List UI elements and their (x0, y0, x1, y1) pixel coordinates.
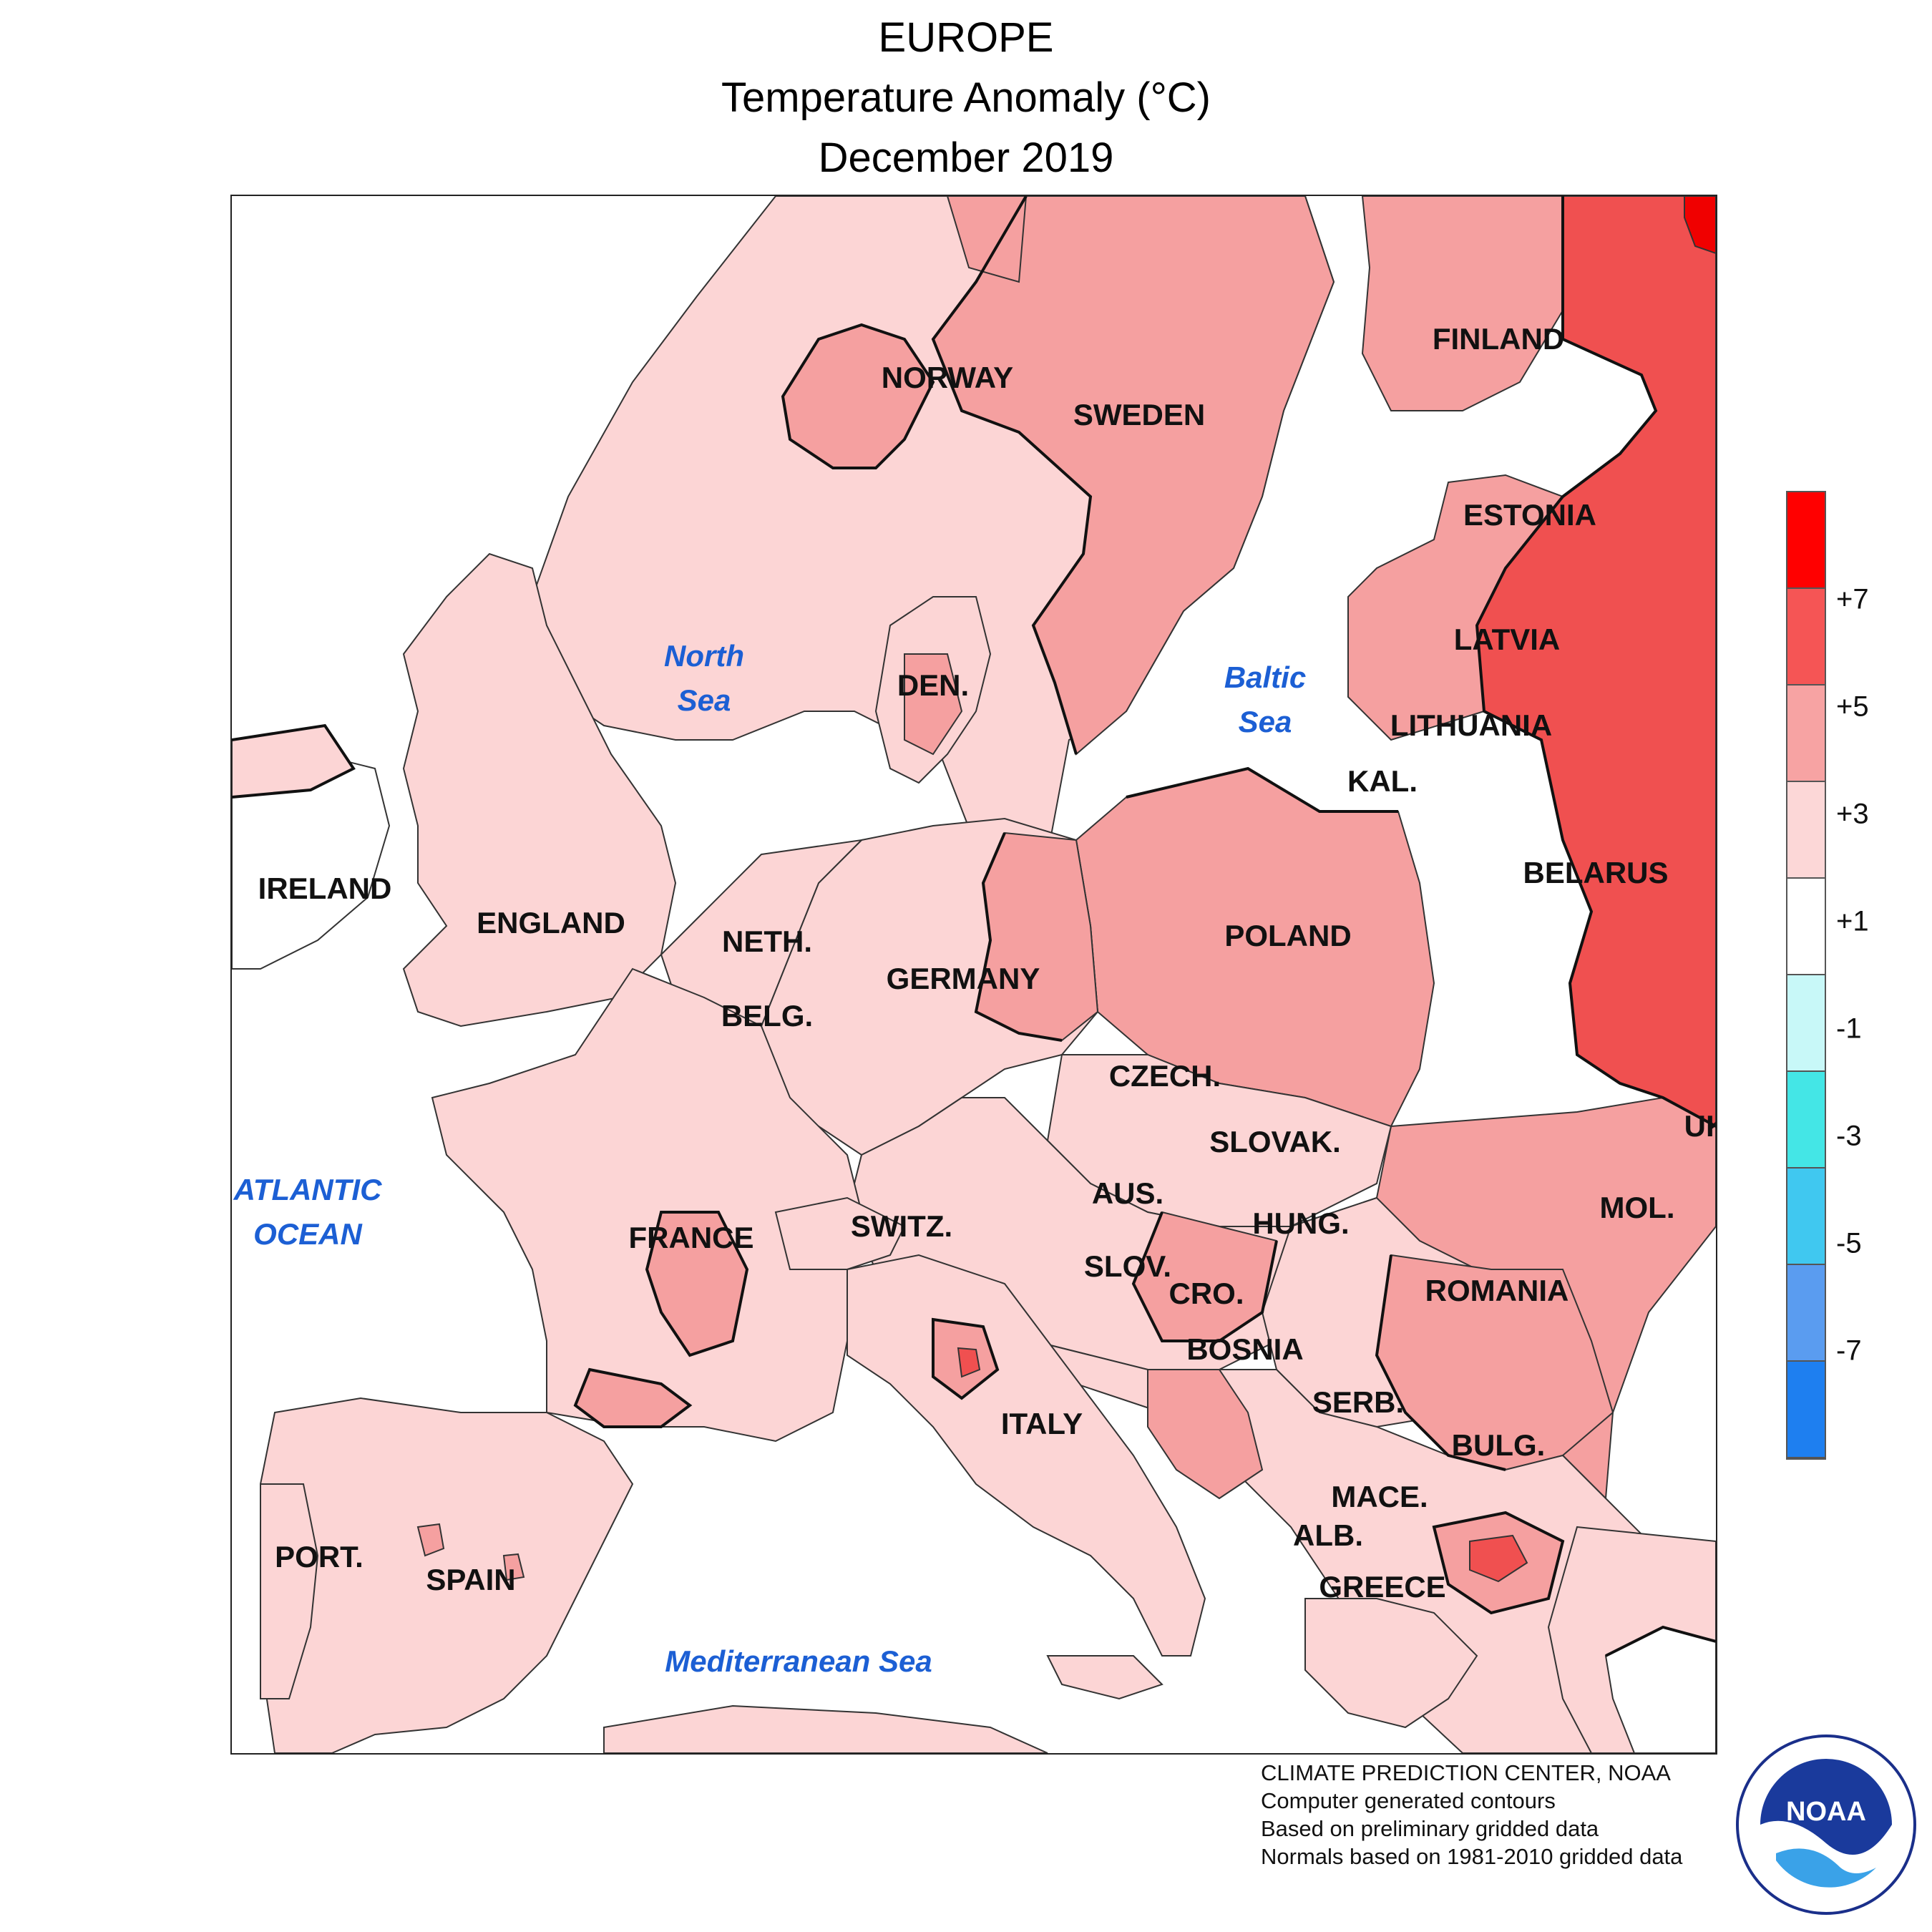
label-sweden: SWEDEN (1073, 398, 1206, 431)
label-macedonia: MACE. (1331, 1480, 1428, 1513)
legend-tick: +3 (1836, 798, 1869, 830)
greece-land (1304, 1598, 1478, 1729)
label-spain: SPAIN (426, 1563, 516, 1596)
label-baltic-sea: Baltic Sea (1224, 660, 1307, 738)
label-austria: AUS. (1091, 1176, 1164, 1210)
label-kaliningrad: KAL. (1347, 764, 1418, 798)
contour-lines (232, 196, 1716, 1657)
label-switzerland: SWITZ. (850, 1209, 953, 1243)
label-netherlands: NETH. (722, 924, 812, 958)
sicily-land (1046, 1655, 1163, 1700)
legend-tick: -1 (1836, 1013, 1862, 1045)
map-period-title: December 2019 (818, 135, 1114, 181)
credits-line: Computer generated contours (1261, 1788, 1556, 1813)
label-slovakia: SLOVAK. (1209, 1125, 1341, 1158)
label-france: FRANCE (628, 1221, 754, 1254)
label-estonia: ESTONIA (1463, 498, 1596, 532)
label-finland: FINLAND (1432, 322, 1565, 356)
legend-swatch (1787, 686, 1825, 782)
legend-tick: -7 (1836, 1335, 1862, 1367)
label-mediterranean-sea: Mediterranean Sea (665, 1644, 932, 1678)
legend-swatch (1787, 492, 1825, 589)
label-denmark: DEN. (897, 668, 970, 702)
label-bosnia: BOSNIA (1186, 1332, 1304, 1366)
credits-block: CLIMATE PREDICTION CENTER, NOAA Computer… (1261, 1759, 1682, 1870)
legend-swatch (1787, 1265, 1825, 1362)
label-hungary: HUNG. (1252, 1206, 1350, 1240)
credits-line: CLIMATE PREDICTION CENTER, NOAA (1261, 1760, 1671, 1785)
denmark-anomaly-3-5 (904, 653, 963, 756)
legend-swatch (1787, 975, 1825, 1072)
map-variable-title: Temperature Anomaly (°C) (721, 74, 1211, 121)
legend-swatch (1787, 1072, 1825, 1169)
noaa-logo: NOAA (1736, 1735, 1916, 1915)
far-northeast-anomaly-gt7 (1684, 196, 1716, 255)
map-region-title: EUROPE (878, 14, 1054, 61)
label-latvia: LATVIA (1453, 623, 1561, 656)
france-land (431, 967, 863, 1443)
north-africa-land (603, 1704, 1048, 1753)
map-canvas (232, 196, 1716, 1753)
label-atlantic-ocean: ATLANTIC OCEAN (233, 1173, 382, 1251)
label-ireland: IRELAND (258, 872, 392, 905)
legend-tick: -5 (1836, 1227, 1862, 1259)
legend-tick: +7 (1836, 583, 1869, 615)
legend-swatch (1787, 589, 1825, 686)
croatia-bosnia-anomaly-3-5 (1147, 1369, 1264, 1500)
spain-anomaly-3-5-a (416, 1523, 445, 1557)
italy-anomaly-5-7 (957, 1347, 981, 1378)
svg-text:NOAA: NOAA (1786, 1797, 1866, 1827)
switzerland-land (774, 1196, 906, 1270)
label-albania: ALB. (1293, 1518, 1363, 1552)
label-ukraine: UK (1684, 1109, 1716, 1143)
credits-line: Normals based on 1981-2010 gridded data (1261, 1844, 1683, 1869)
bulgaria-anomaly-5-7 (1469, 1534, 1528, 1583)
label-slovenia: SLOV. (1083, 1249, 1172, 1283)
portugal-strip (260, 1483, 319, 1699)
label-portugal: PORT. (275, 1540, 364, 1574)
label-england: ENGLAND (477, 906, 625, 940)
label-north-sea: North Sea (664, 639, 744, 717)
label-germany: GERMANY (886, 962, 1040, 995)
credits-line: Based on preliminary gridded data (1261, 1816, 1599, 1841)
label-moldova: MOL. (1599, 1191, 1675, 1224)
color-legend (1786, 491, 1826, 1460)
legend-tick: -3 (1836, 1120, 1862, 1152)
finland-land (1361, 196, 1563, 411)
label-bulgaria: BULG. (1451, 1428, 1546, 1462)
baltics-anomaly-3-5 (1347, 474, 1564, 741)
legend-swatch (1787, 782, 1825, 879)
legend-tick: +1 (1836, 905, 1869, 937)
label-croatia: CRO. (1169, 1277, 1244, 1310)
label-norway: NORWAY (881, 361, 1014, 394)
label-belgium: BELG. (721, 999, 814, 1033)
label-czechia: CZECH. (1108, 1059, 1221, 1093)
label-belarus: BELARUS (1523, 856, 1669, 889)
label-poland: POLAND (1224, 919, 1352, 952)
legend-tick: +5 (1836, 691, 1869, 723)
north-scandinavia-anomaly-3-5 (946, 196, 1028, 283)
label-romania: ROMANIA (1425, 1274, 1569, 1307)
legend-swatch (1787, 1362, 1825, 1458)
legend-swatch (1787, 879, 1825, 975)
label-greece: GREECE (1319, 1570, 1446, 1604)
legend-swatch (1787, 1169, 1825, 1265)
label-italy: ITALY (1000, 1407, 1083, 1440)
label-lithuania: LITHUANIA (1390, 708, 1553, 742)
anomaly-map: FINLAND NORWAY SWEDEN ESTONIA LATVIA DEN… (230, 195, 1717, 1755)
spain-anomaly-3-5-b (502, 1553, 525, 1581)
label-serbia: SERB. (1312, 1385, 1405, 1419)
east-germany-anomaly-3-5 (975, 831, 1099, 1042)
great-britain-land (402, 552, 677, 1028)
